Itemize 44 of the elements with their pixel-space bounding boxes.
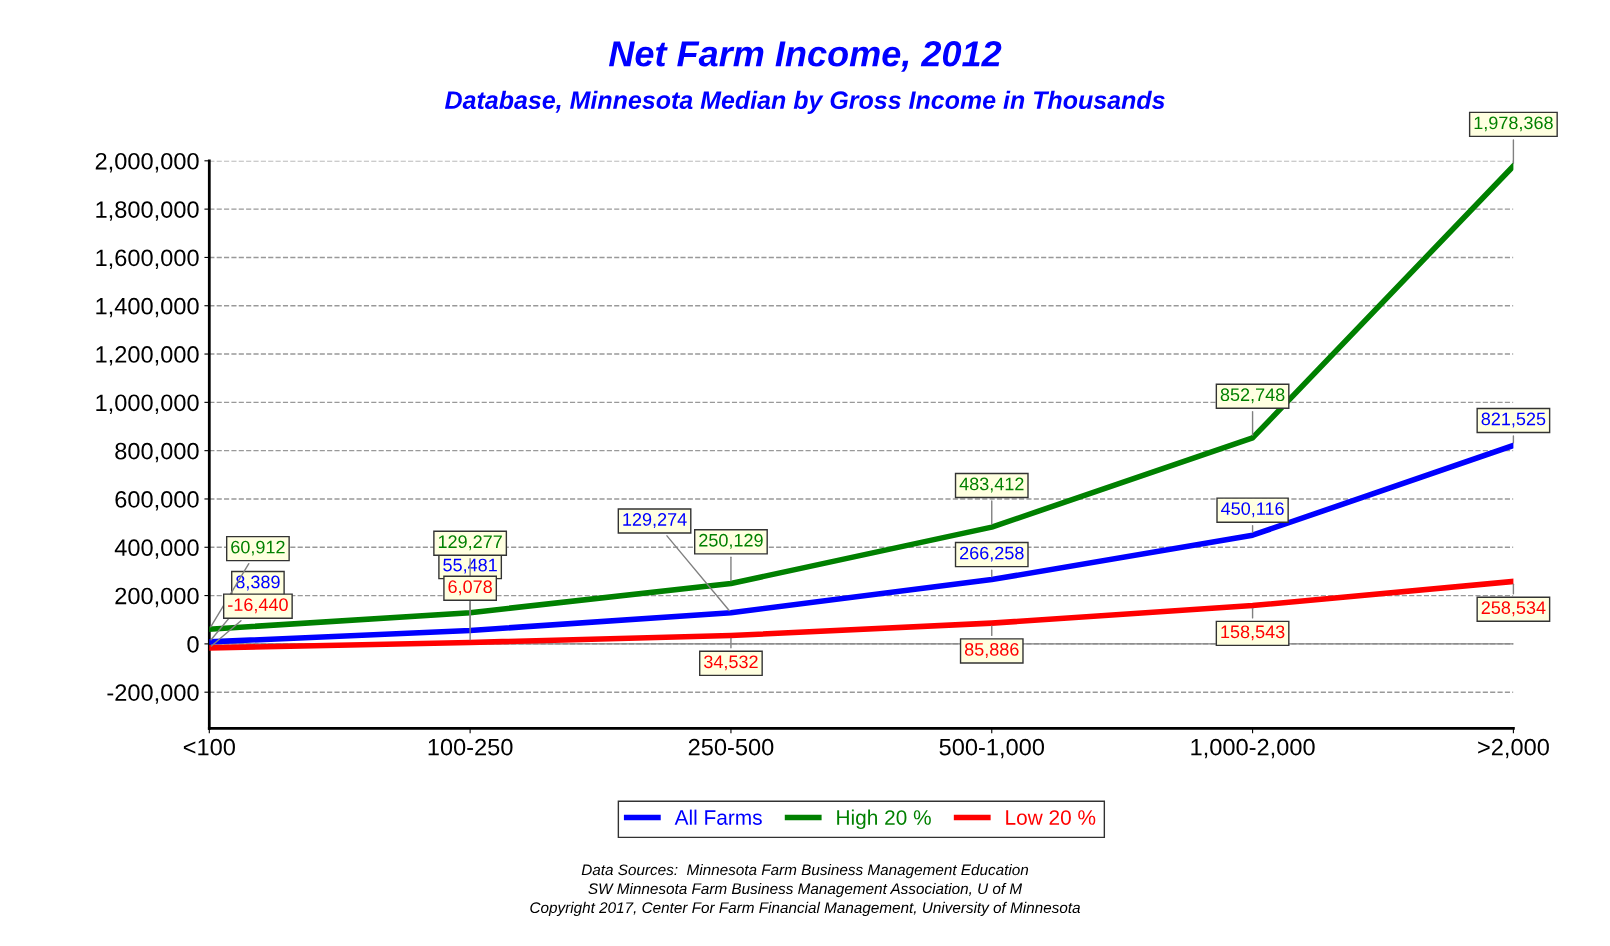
- data-label: 266,258: [960, 546, 1024, 562]
- data-label: 34,532: [704, 655, 758, 671]
- text: Copyright 2017, Center For Farm Financial Management, University of Minnesota: [530, 901, 1081, 917]
- data-label: -16,440: [228, 598, 288, 614]
- y-tick-label: 1,200,000: [96, 346, 199, 366]
- y-tick-label: 400,000: [114, 539, 199, 559]
- chart-title: Net Farm Income, 2012: [608, 41, 1002, 72]
- x-tick-label: 250-500: [688, 738, 774, 756]
- data-label: 483,412: [959, 477, 1024, 493]
- data-label: 85,886: [964, 642, 1019, 658]
- y-tick-label: 200,000: [115, 587, 199, 608]
- data-label: 158,543: [1221, 625, 1285, 641]
- data-label: 258,534: [1481, 601, 1546, 617]
- x-tick-label: >2,000: [1478, 738, 1549, 759]
- data-label: 450,116: [1221, 502, 1284, 518]
- legend-label: Low 20 %: [1006, 810, 1096, 825]
- y-tick-label: 2,000,000: [95, 152, 199, 173]
- x-tick-label: 100-250: [428, 738, 513, 756]
- x-tick-label: 1,000-2,000: [1191, 738, 1315, 759]
- y-tick-label: 800,000: [115, 442, 199, 463]
- data-label: 6,078: [448, 580, 492, 596]
- y-tick-label: 1,800,000: [96, 201, 199, 221]
- data-label: 129,277: [438, 535, 502, 551]
- y-tick-label: 1,000,000: [96, 394, 199, 414]
- data-label: 821,525: [1481, 412, 1546, 428]
- data-label: 852,748: [1220, 388, 1285, 404]
- data-label: 60,912: [231, 540, 285, 556]
- data-label: 250,129: [699, 533, 763, 549]
- y-tick-label: 600,000: [115, 491, 199, 511]
- data-label: 1,978,368: [1474, 116, 1553, 132]
- text: SW Minnesota Farm Business Management Association, U of M: [588, 882, 1023, 898]
- x-tick-label: 500-1,000: [939, 738, 1045, 759]
- legend-label: All Farms: [674, 809, 762, 825]
- y-tick-label: 0: [187, 635, 199, 653]
- data-label: 8,389: [236, 575, 280, 591]
- y-tick-label: 1,600,000: [96, 249, 199, 270]
- data-label: 55,481: [443, 558, 497, 574]
- data-label: 129,274: [623, 513, 687, 528]
- y-tick-label: -200,000: [107, 684, 199, 704]
- chart-subtitle: Database, Minnesota Median by Gross Income in Thousands: [444, 90, 1165, 114]
- legend-label: High 20 %: [837, 809, 931, 830]
- text: Data Sources: Minnesota Farm Business Management Education: [581, 863, 1029, 879]
- y-tick-label: 1,400,000: [96, 297, 199, 318]
- x-tick-label: <100: [183, 738, 235, 756]
